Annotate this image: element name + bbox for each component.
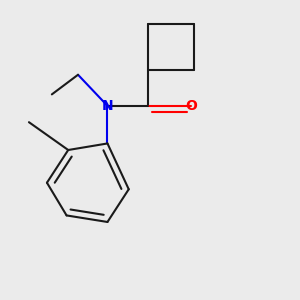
Text: N: N — [102, 99, 113, 113]
Text: O: O — [185, 99, 197, 113]
